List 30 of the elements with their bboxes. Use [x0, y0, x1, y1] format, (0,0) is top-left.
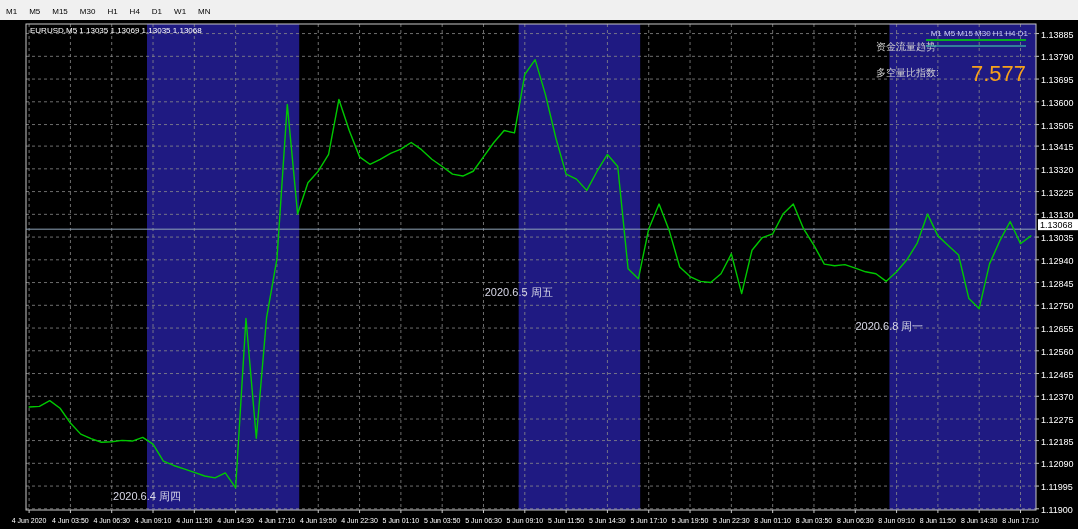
y-tick-label: 1.13320 [1041, 164, 1074, 175]
text: M1 M5 M15 M30 H1 H4 D1 W1 MN [6, 7, 211, 16]
y-tick-label: 1.13035 [1041, 233, 1074, 244]
y-tick-label: 1.13130 [1041, 210, 1074, 221]
y-tick-label: 1.13415 [1041, 142, 1074, 153]
annotation: 2020.6.8 周一 [855, 320, 924, 333]
y-tick-label: 1.12750 [1041, 301, 1074, 312]
y-tick-label: 1.12560 [1041, 346, 1074, 357]
y-tick-label: 1.12370 [1041, 392, 1074, 403]
y-tick-label: 1.12845 [1041, 278, 1074, 289]
y-tick-label: 1.12090 [1041, 459, 1074, 470]
y-tick-label: 1.13505 [1041, 120, 1074, 131]
y-tick-label: 1.12185 [1041, 436, 1074, 447]
y-tick-label: 1.13225 [1041, 187, 1074, 198]
y-tick-label: 1.12940 [1041, 255, 1074, 266]
ref-line-label: 1.13068 [1040, 220, 1073, 231]
y-tick-label: 1.13885 [1041, 29, 1074, 40]
annotation: 2020.6.5 周五 [484, 286, 553, 299]
y-tick-label: 1.13695 [1041, 75, 1074, 86]
y-tick-label: 1.12275 [1041, 415, 1074, 426]
y-tick-label: 1.13790 [1041, 52, 1074, 63]
annotation: 7.577 [970, 61, 1026, 86]
y-tick-label: 1.12655 [1041, 324, 1074, 335]
y-tick-label: 1.11900 [1041, 504, 1073, 515]
y-tick-label: 1.11995 [1041, 482, 1073, 493]
y-tick-label: 1.12465 [1041, 369, 1074, 380]
y-tick-label: 1.13600 [1041, 97, 1074, 108]
annotation: M1 M5 M15 M30 H1 H4 D1 [930, 29, 1029, 38]
line-series [28, 58, 1032, 489]
annotation: 2020.6.4 周四 [113, 490, 181, 502]
